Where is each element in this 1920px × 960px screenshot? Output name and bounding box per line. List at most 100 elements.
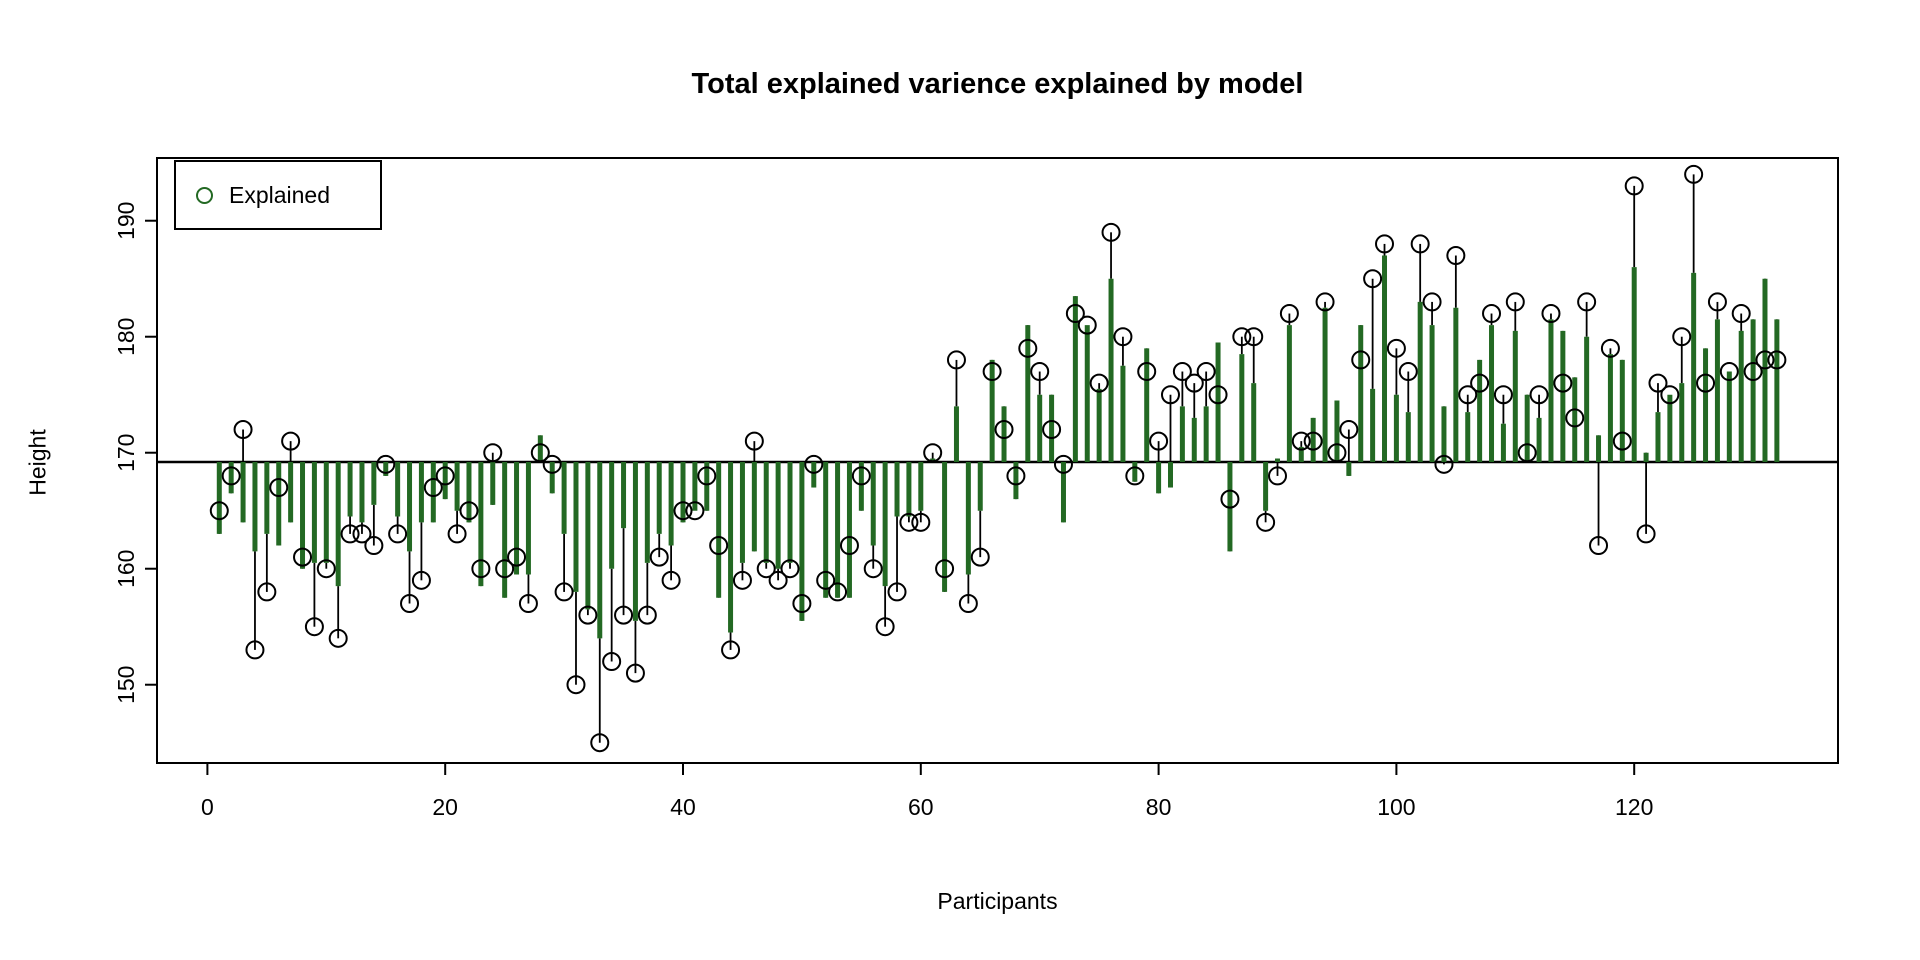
observed-point-circle (1375, 234, 1395, 254)
observed-point-circle (1053, 454, 1073, 474)
x-tick-label: 0 (201, 794, 214, 820)
observed-point-circle (459, 501, 479, 521)
observed-point-circle (1351, 350, 1371, 370)
observed-point-circle (1327, 443, 1347, 463)
observed-point-circle (982, 362, 1002, 382)
observed-point-circle (1410, 234, 1430, 254)
observed-point-circle (316, 559, 336, 579)
observed-point-circle (744, 431, 764, 451)
observed-point-circle (1624, 176, 1644, 196)
x-tick-label: 120 (1615, 794, 1653, 820)
observed-point-circle (1244, 327, 1264, 347)
observed-point-circle (935, 559, 955, 579)
observed-point-circle (780, 559, 800, 579)
observed-point-circle (792, 594, 812, 614)
observed-point-circle (1363, 269, 1383, 289)
observed-point-circle (1684, 164, 1704, 184)
observed-point-circle (1042, 420, 1062, 440)
observed-point-circle (1101, 222, 1121, 242)
observed-point-circle (1184, 373, 1204, 393)
observed-point-circle (1339, 420, 1359, 440)
x-tick-label: 100 (1377, 794, 1415, 820)
observed-point-circle (923, 443, 943, 463)
x-tick-label: 40 (670, 794, 696, 820)
observed-point-circle (1256, 512, 1276, 532)
observed-point-circle (221, 466, 241, 486)
observed-point-circle (721, 640, 741, 660)
observed-point-circle (875, 617, 895, 637)
observed-point-circle (1315, 292, 1335, 312)
observed-point-circle (554, 582, 574, 602)
observed-point-circle (697, 466, 717, 486)
observed-point-circle (970, 547, 990, 567)
observed-point-circle (1648, 373, 1668, 393)
observed-point-circle (1672, 327, 1692, 347)
observed-point-circle (590, 733, 610, 753)
observed-point-circle (1137, 362, 1157, 382)
y-tick-label: 190 (113, 202, 139, 240)
observed-point-circle (1125, 466, 1145, 486)
x-tick-label: 80 (1146, 794, 1172, 820)
chart-title: Total explained varience explained by mo… (691, 68, 1304, 100)
observed-point-circle (1541, 304, 1561, 324)
plot-border (156, 157, 1839, 764)
observed-point-circle (732, 570, 752, 590)
observed-point-circle (411, 570, 431, 590)
legend-label: Explained (229, 181, 331, 208)
observed-point-circle (400, 594, 420, 614)
observed-point-circle (768, 570, 788, 590)
x-axis-label: Participants (937, 888, 1058, 914)
observed-point-circle (1220, 489, 1240, 509)
observed-point-circle (1113, 327, 1133, 347)
y-tick-label: 150 (113, 666, 139, 704)
observed-point-circle (1707, 292, 1727, 312)
observed-point-circle (1386, 338, 1406, 358)
observed-point-circle (1065, 304, 1085, 324)
observed-point-circle (566, 675, 586, 695)
observed-point-circle (887, 582, 907, 602)
legend-circle-icon (196, 186, 213, 204)
observed-point-circle (1696, 373, 1716, 393)
observed-point-circle (233, 420, 253, 440)
observed-point-circle (994, 420, 1014, 440)
observed-point-circle (447, 524, 467, 544)
observed-point-circle (340, 524, 360, 544)
observed-point-circle (364, 536, 384, 556)
observed-point-circle (1006, 466, 1026, 486)
observed-point-circle (435, 466, 455, 486)
observed-point-circle (1458, 385, 1478, 405)
observed-point-circle (328, 628, 348, 648)
y-axis-label: Height (24, 429, 51, 496)
observed-point-circle (1529, 385, 1549, 405)
observed-point-circle (257, 582, 277, 602)
observed-point-circle (1600, 338, 1620, 358)
observed-point-circle (1553, 373, 1573, 393)
observed-point-circle (1446, 246, 1466, 266)
observed-point-circle (614, 605, 634, 625)
observed-point-circle (1279, 304, 1299, 324)
observed-point-circle (352, 524, 372, 544)
observed-point-circle (542, 454, 562, 474)
y-tick-label: 160 (113, 550, 139, 588)
observed-point-circle (423, 478, 443, 498)
x-tick-label: 20 (432, 794, 458, 820)
observed-point-circle (1303, 431, 1323, 451)
observed-point-circle (471, 559, 491, 579)
observed-point-circle (530, 443, 550, 463)
observed-point-circle (1232, 327, 1252, 347)
observed-point-circle (1505, 292, 1525, 312)
observed-point-circle (1077, 315, 1097, 335)
observed-point-circle (899, 512, 919, 532)
observed-point-circle (863, 559, 883, 579)
observed-point-circle (518, 594, 538, 614)
observed-point-circle (1470, 373, 1490, 393)
observed-point-circle (1767, 350, 1787, 370)
observed-point-circle (1577, 292, 1597, 312)
observed-point-circle (673, 501, 693, 521)
observed-point-circle (1398, 362, 1418, 382)
observed-point-circle (1493, 385, 1513, 405)
observed-point-circle (388, 524, 408, 544)
observed-point-circle (1743, 362, 1763, 382)
observed-point-circle (661, 570, 681, 590)
observed-point-circle (269, 478, 289, 498)
